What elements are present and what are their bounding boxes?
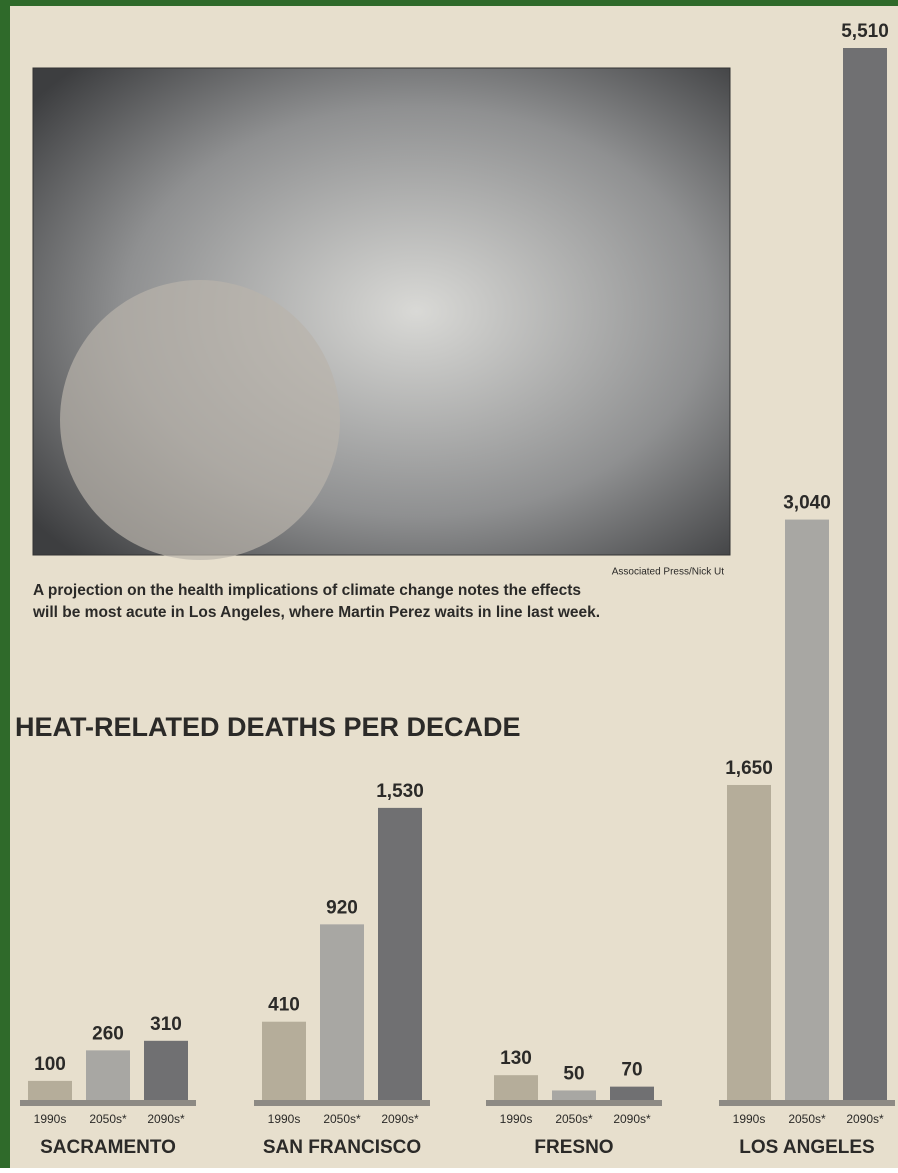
bar [494,1075,538,1100]
caption-line: will be most acute in Los Angeles, where… [32,604,600,621]
decade-label: 2090s* [846,1112,884,1126]
value-label: 3,040 [783,493,831,514]
decade-label: 2090s* [147,1112,185,1126]
decade-label: 2050s* [89,1112,127,1126]
city-label: LOS ANGELES [739,1137,874,1158]
value-label: 260 [92,1023,124,1044]
value-label: 130 [500,1048,532,1069]
decade-label: 1990s [500,1112,533,1126]
decade-label: 2090s* [613,1112,651,1126]
bar [785,519,829,1100]
value-label: 1,650 [725,758,773,779]
baseline [254,1100,430,1106]
bar [610,1086,654,1100]
city-label: FRESNO [534,1137,613,1158]
baseline [20,1100,196,1106]
decade-label: 1990s [268,1112,301,1126]
bar [727,784,771,1100]
bar [86,1050,130,1100]
bar [378,807,422,1100]
value-label: 410 [268,995,300,1016]
decade-label: 1990s [733,1112,766,1126]
bar [28,1080,72,1100]
baseline [719,1100,895,1106]
value-label: 100 [34,1054,66,1075]
bar [552,1090,596,1100]
value-label: 5,510 [841,21,889,42]
decade-label: 2050s* [323,1112,361,1126]
decade-label: 2050s* [788,1112,826,1126]
bar [262,1021,306,1100]
bar [320,924,364,1100]
value-label: 920 [326,897,358,918]
chart-title: HEAT-RELATED DEATHS PER DECADE [15,712,521,742]
photo-credit: Associated Press/Nick Ut [612,567,724,578]
decade-label: 2090s* [381,1112,419,1126]
caption-line: A projection on the health implications … [33,582,581,599]
value-label: 70 [621,1060,642,1081]
bar [843,48,887,1100]
city-label: SAN FRANCISCO [263,1137,421,1158]
value-label: 1,530 [376,781,424,802]
value-label: 310 [150,1014,182,1035]
photo-figure [60,280,340,560]
bar [144,1040,188,1100]
decade-label: 2050s* [555,1112,593,1126]
baseline [486,1100,662,1106]
value-label: 50 [563,1063,584,1084]
decade-label: 1990s [34,1112,67,1126]
city-label: SACRAMENTO [40,1137,176,1158]
